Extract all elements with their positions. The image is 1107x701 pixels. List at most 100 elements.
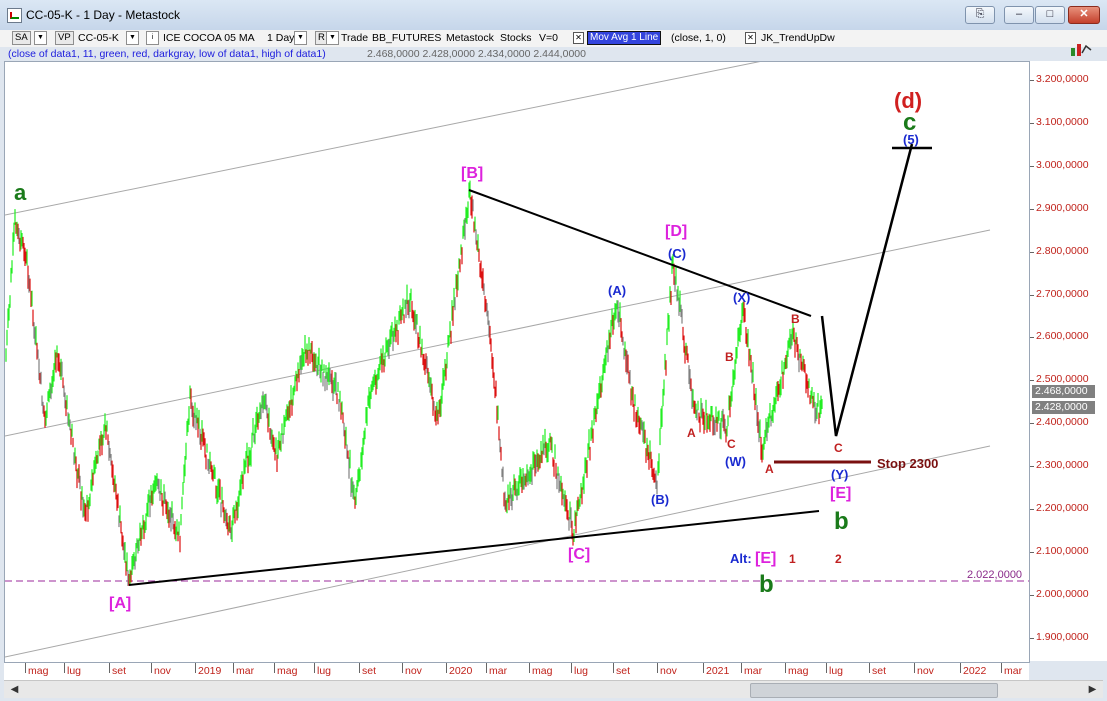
maximize-button[interactable]: □ <box>1035 6 1065 24</box>
scroll-right-icon[interactable]: ▶ <box>1088 684 1097 695</box>
trendtool-name: JK_TrendUpDw <box>761 32 835 44</box>
price-tick <box>1030 208 1034 210</box>
wave-label-one: 1 <box>789 552 796 566</box>
restore-down-button[interactable]: ⎘ <box>965 6 995 24</box>
interval-label: 1 Day <box>267 32 295 44</box>
vp-button[interactable]: VP <box>55 31 74 45</box>
price-label: 2.200,0000 <box>1036 502 1089 514</box>
range-dropdown-icon[interactable]: ▼ <box>326 31 339 45</box>
app-icon <box>7 8 22 23</box>
price-tick <box>1030 637 1034 639</box>
wave-label-W-paren: (W) <box>725 454 746 469</box>
date-label: lug <box>829 665 844 677</box>
price-axis: 3.200,0000 3.100,0000 3.000,0000 2.900,0000… <box>1029 61 1107 661</box>
date-tick <box>613 663 614 673</box>
date-tick <box>785 663 786 673</box>
date-label: mag <box>28 665 49 677</box>
scrollbar-thumb[interactable] <box>750 683 998 698</box>
wave-label-5-paren: (5) <box>903 132 919 147</box>
wave-label-d-paren: (d) <box>894 88 922 113</box>
date-tick <box>703 663 704 673</box>
instrument-name: ICE COCOA 05 MA <box>163 32 255 44</box>
price-label: 3.200,0000 <box>1036 73 1089 85</box>
date-label: set <box>362 665 377 677</box>
date-label: mar <box>744 665 763 677</box>
date-tick <box>233 663 234 673</box>
channel-line-upper <box>5 62 761 216</box>
price-label: 2.700,0000 <box>1036 287 1089 300</box>
type-label: Stocks <box>500 32 532 44</box>
date-label: nov <box>154 665 171 677</box>
interval-dropdown-icon[interactable]: ▼ <box>294 31 307 45</box>
wave-label-small-B1: B <box>725 350 734 364</box>
date-label: nov <box>405 665 422 677</box>
indicator-close-icon[interactable]: ✕ <box>573 32 584 44</box>
price-label: 2.600,0000 <box>1036 330 1089 343</box>
wave-label-small-C2: C <box>834 441 843 455</box>
price-tick <box>1030 466 1034 468</box>
price-label: 3.100,0000 <box>1036 115 1089 128</box>
platform-label: Metastock <box>446 32 494 44</box>
trade-label[interactable]: Trade <box>341 32 369 44</box>
channel-line-lower <box>5 445 991 658</box>
window-titlebar: CC-05-K - 1 Day - Metastock ⎘ – □ ✕ <box>0 0 1107 31</box>
price-tick <box>1030 337 1034 339</box>
date-tick <box>869 663 870 673</box>
date-label: nov <box>917 665 934 677</box>
date-tick <box>109 663 110 673</box>
minimize-button[interactable]: – <box>1004 6 1034 24</box>
price-tick <box>1030 165 1034 167</box>
projection-path <box>820 143 914 437</box>
sa-button[interactable]: SA <box>12 31 31 45</box>
wave-label-A-bracket: [A] <box>109 595 131 612</box>
price-label: 2.500,0000 <box>1036 373 1089 386</box>
price-tick <box>1030 294 1034 296</box>
wave-label-small-C1: C <box>727 437 736 451</box>
close-button[interactable]: ✕ <box>1068 6 1100 24</box>
symbol-dropdown-icon[interactable]: ▼ <box>126 31 139 45</box>
price-tick <box>1030 251 1034 253</box>
scroll-left-icon[interactable]: ◀ <box>10 684 19 695</box>
last-low-marker: 2.428,0000 <box>1032 401 1095 414</box>
date-tick <box>571 663 572 673</box>
date-label: 2019 <box>198 665 222 677</box>
date-label: mag <box>277 665 298 677</box>
wave-label-B-bracket: [B] <box>461 165 483 182</box>
wave-label-A-paren: (A) <box>608 283 626 298</box>
price-tick <box>1030 80 1034 81</box>
symbol-label: CC-05-K <box>78 32 119 44</box>
date-label: mar <box>489 665 508 677</box>
wave-label-a: a <box>14 180 27 205</box>
chart-tools-icon[interactable] <box>1070 40 1092 58</box>
wave-label-E-bracket: [E] <box>830 485 851 502</box>
stop-label: Stop 2300 <box>877 456 938 471</box>
date-label: mar <box>236 665 255 677</box>
price-label: 2.100,0000 <box>1036 544 1089 557</box>
sa-dropdown-icon[interactable]: ▼ <box>34 31 47 45</box>
horizontal-scrollbar[interactable]: ◀ ▶ <box>4 680 1103 698</box>
wave-label-small-A2: A <box>765 462 774 476</box>
date-label: lug <box>574 665 589 677</box>
date-label: set <box>872 665 887 677</box>
date-label: mag <box>532 665 553 677</box>
price-chart[interactable]: a [B] [D] (C) (A) (X) B B A C (W) A C (Y… <box>4 61 1030 663</box>
trendline-lower <box>128 510 820 586</box>
date-tick <box>64 663 65 673</box>
date-tick <box>529 663 530 673</box>
date-tick <box>25 663 26 673</box>
date-tick <box>446 663 447 673</box>
date-label: mag <box>788 665 809 677</box>
date-tick <box>960 663 961 673</box>
indicator-params: (close, 1, 0) <box>671 32 726 44</box>
trendtool-close-icon[interactable]: ✕ <box>745 32 756 44</box>
date-tick <box>402 663 403 673</box>
date-tick <box>1001 663 1002 673</box>
indicator-name[interactable]: Mov Avg 1 Line <box>587 31 662 45</box>
info-icon[interactable]: i <box>146 31 159 45</box>
date-label: lug <box>317 665 332 677</box>
wave-label-C-paren: (C) <box>668 246 686 261</box>
date-tick <box>151 663 152 673</box>
date-tick <box>359 663 360 673</box>
date-tick <box>657 663 658 673</box>
alt-wave-label-b: b <box>759 571 774 598</box>
